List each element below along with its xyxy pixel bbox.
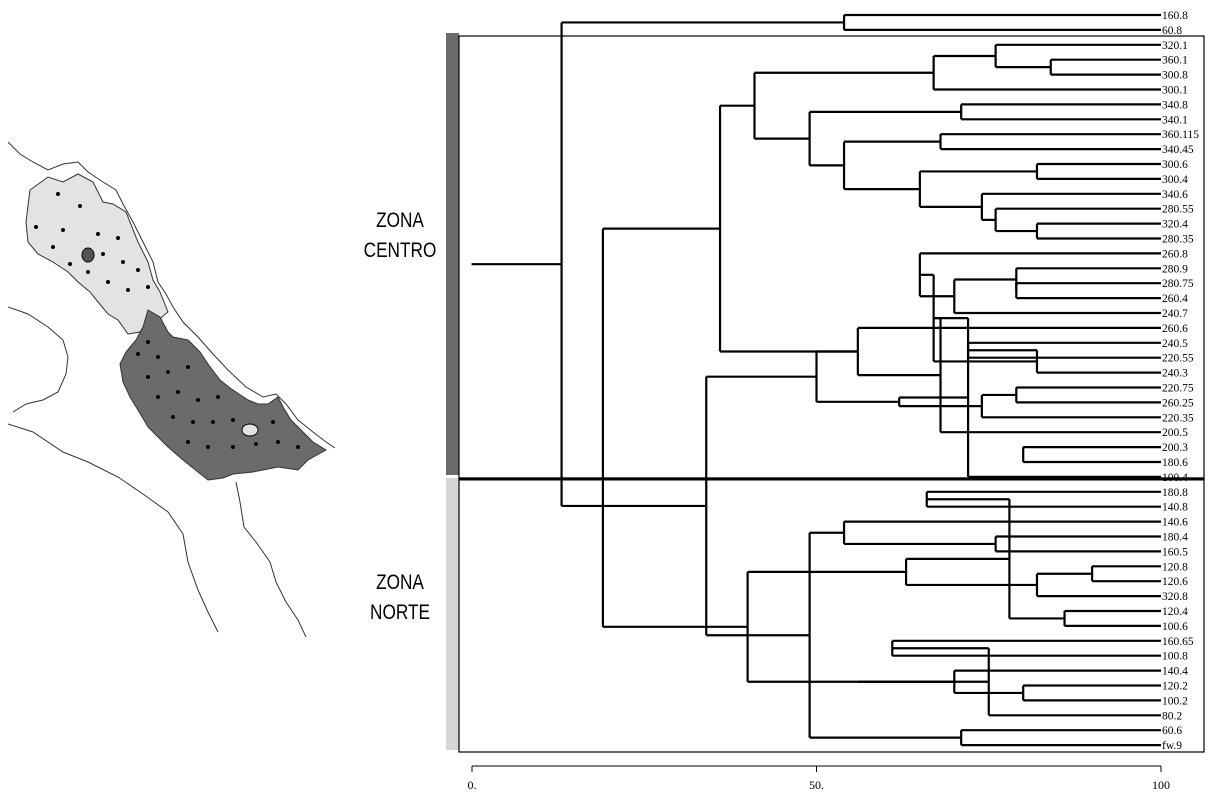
south-east-coastline (235, 481, 307, 637)
leaf-label: 180.6 (1162, 457, 1188, 469)
leaf-label: 60.8 (1162, 25, 1182, 37)
leaf-label: 360.1 (1162, 55, 1188, 67)
leaf-label: 120.6 (1162, 576, 1188, 588)
similarity-axis: 0. 50. 100 (468, 765, 1170, 792)
leaf-label: 200.3 (1162, 442, 1188, 454)
leaf-label: 280.55 (1162, 204, 1194, 216)
leaf-label: 280.35 (1162, 234, 1194, 246)
north-center-marker (81, 247, 95, 263)
leaf-label: 260.6 (1162, 323, 1188, 335)
leaf-label: 160.65 (1162, 636, 1194, 648)
zona-norte-label-line2: NORTE (370, 601, 430, 624)
leaf-label: 160.8 (1162, 10, 1188, 22)
leaf-label: 300.1 (1162, 85, 1188, 97)
leaf-label: 140.6 (1162, 517, 1188, 529)
sampling-stations (34, 192, 300, 449)
leaf-label: 240.5 (1162, 338, 1188, 350)
leaf-label: 320.4 (1162, 219, 1188, 231)
leaf-label: 220.75 (1162, 383, 1194, 395)
zona-centro-label: ZONA CENTRO (359, 206, 441, 266)
leaf-label: 240.7 (1162, 308, 1188, 320)
leaf-label: 160.5 (1162, 546, 1188, 558)
zona-norte-bar (446, 478, 459, 750)
region-map (8, 142, 335, 637)
dendrogram-links (471, 13, 1161, 747)
leaf-label: 100.6 (1162, 621, 1188, 633)
leaf-label: 260.4 (1162, 293, 1188, 305)
zona-norte-label: ZONA NORTE (359, 568, 441, 628)
leaf-label: 260.25 (1162, 397, 1194, 409)
leaf-label: 280.9 (1162, 263, 1188, 275)
leaf-label: 340.45 (1162, 144, 1194, 156)
axis-tick-label: 100 (1152, 778, 1170, 792)
leaf-label: 340.1 (1162, 114, 1188, 126)
leaf-label: 140.4 (1162, 666, 1188, 678)
leaf-label: 300.4 (1162, 174, 1188, 186)
zona-centro-label-line1: ZONA (376, 209, 424, 232)
leaf-label: 80.2 (1162, 710, 1182, 722)
central-zone-area (119, 309, 327, 481)
zona-centro-label-line2: CENTRO (363, 239, 437, 262)
leaf-label: 100.4 (1162, 472, 1188, 484)
leaf-label: 120.4 (1162, 606, 1188, 618)
leaf-labels: 160.8 60.8 320.1 360.1 300.8 300.1 340.8 340.1 3… (1162, 10, 1199, 752)
leaf-label: 320.8 (1162, 591, 1188, 603)
zona-norte-label-line1: ZONA (376, 571, 424, 594)
leaf-label: 300.8 (1162, 70, 1188, 82)
leaf-label: 100.8 (1162, 651, 1188, 663)
leaf-label: 200.5 (1162, 427, 1188, 439)
leaf-label: 180.8 (1162, 487, 1188, 499)
west-coastline (8, 306, 219, 633)
east-coastline (8, 142, 335, 449)
leaf-label: 260.8 (1162, 248, 1188, 260)
leaf-label: fw.9 (1162, 740, 1182, 752)
leaf-label: 280.75 (1162, 278, 1194, 290)
leaf-label: 60.6 (1162, 725, 1182, 737)
zona-centro-box (458, 35, 1205, 479)
leaf-label: 320.1 (1162, 40, 1188, 52)
leaf-label: 360.115 (1162, 129, 1199, 141)
zona-norte-box (458, 477, 1205, 753)
axis-tick-label: 50. (809, 778, 824, 792)
leaf-label: 340.8 (1162, 99, 1188, 111)
leaf-label: 300.6 (1162, 159, 1188, 171)
axis-tick-label: 0. (468, 778, 477, 792)
leaf-label: 220.55 (1162, 353, 1194, 365)
leaf-label: 220.35 (1162, 412, 1194, 424)
leaf-label: 240.3 (1162, 368, 1188, 380)
leaf-label: 100.2 (1162, 695, 1188, 707)
leaf-label: 120.2 (1162, 681, 1188, 693)
zona-centro-bar (446, 33, 459, 475)
leaf-label: 140.8 (1162, 502, 1188, 514)
leaf-label: 340.6 (1162, 189, 1188, 201)
leaf-label: 180.4 (1162, 532, 1188, 544)
central-center-marker (241, 423, 259, 437)
leaf-label: 120.8 (1162, 561, 1188, 573)
